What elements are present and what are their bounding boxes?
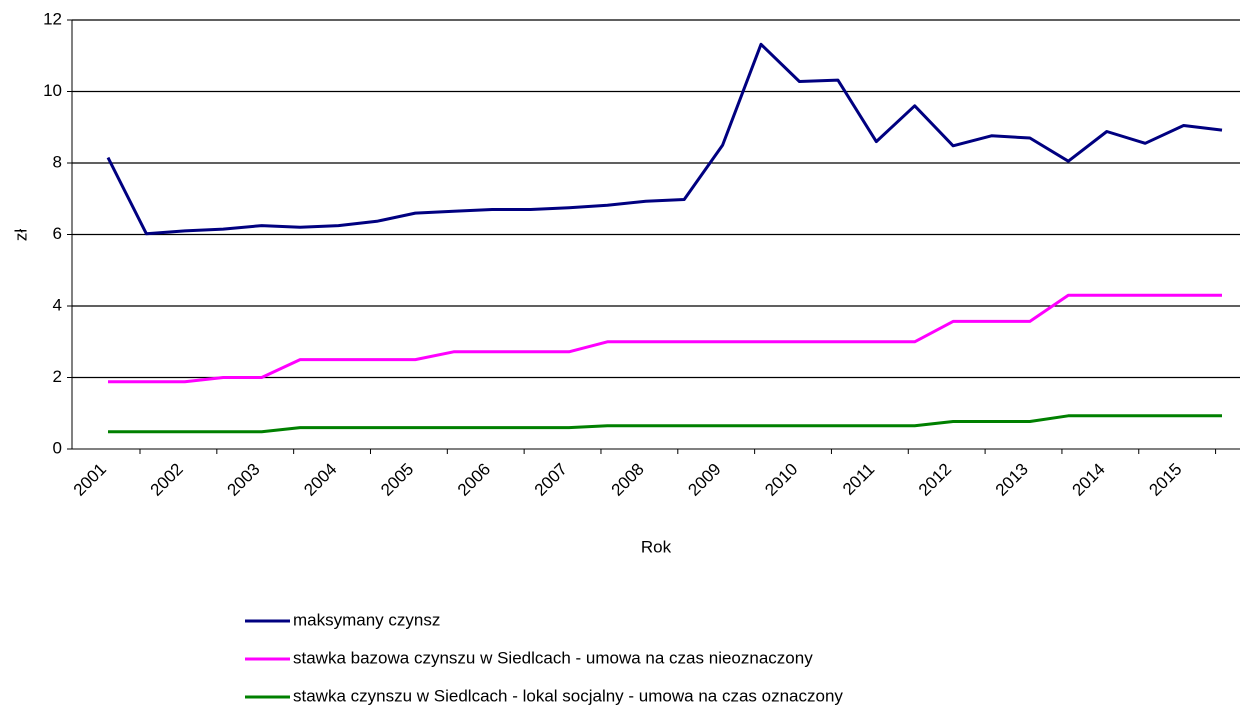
y-tick-label: 8 <box>53 152 62 171</box>
y-tick-label: 2 <box>53 367 62 386</box>
x-tick-label: 2011 <box>839 460 878 499</box>
x-tick-label: 2015 <box>1145 460 1185 500</box>
x-tick-label: 2006 <box>454 460 494 500</box>
y-axis-label: zł <box>11 229 30 242</box>
y-tick-label: 4 <box>53 295 62 314</box>
y-tick-label: 12 <box>43 9 62 28</box>
x-tick-label: 2007 <box>531 460 571 500</box>
x-tick-label: 2013 <box>992 460 1032 500</box>
series-line <box>106 42 1223 236</box>
x-tick-label: 2014 <box>1069 460 1109 500</box>
legend-label: stawka czynszu w Siedlcach - lokal socja… <box>293 686 843 705</box>
y-tick-label: 10 <box>43 81 62 100</box>
x-tick-label: 2008 <box>608 460 648 500</box>
x-tick-label: 2010 <box>761 460 801 500</box>
x-tick-label: 2004 <box>300 460 340 500</box>
series-line <box>108 293 1222 384</box>
x-tick-label: 2012 <box>915 460 955 500</box>
x-axis-label: Rok <box>641 537 672 556</box>
x-tick-label: 2002 <box>147 460 187 500</box>
legend-label: maksymany czynsz <box>293 610 440 629</box>
y-tick-label: 6 <box>53 224 62 243</box>
x-tick-label: 2003 <box>223 460 263 500</box>
legend-label: stawka bazowa czynszu w Siedlcach - umow… <box>293 648 813 667</box>
series-line <box>108 414 1222 434</box>
x-tick-label: 2009 <box>684 460 724 500</box>
x-tick-label: 2001 <box>70 460 110 500</box>
x-tick-label: 2005 <box>377 460 417 500</box>
y-tick-label: 0 <box>53 438 62 457</box>
